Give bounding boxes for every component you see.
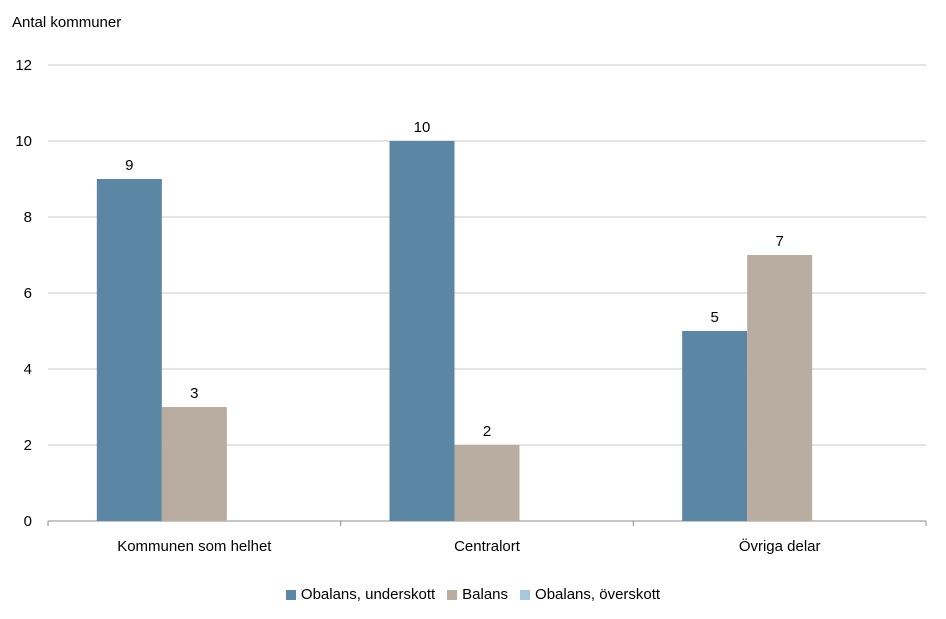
y-tick-label: 6: [24, 285, 32, 302]
legend: Obalans, underskott Balans Obalans, översk…: [0, 586, 946, 603]
y-tick-label: 2: [24, 437, 32, 454]
y-tick-label: 4: [24, 361, 32, 378]
category-label: Centralort: [454, 538, 521, 555]
legend-item: Obalans, underskott: [285, 586, 436, 603]
y-axis-title: Antal kommuner: [12, 14, 122, 31]
legend-label: Obalans, underskott: [300, 586, 436, 603]
bar: [389, 141, 455, 521]
bar: [682, 331, 748, 521]
legend-label: Obalans, överskott: [535, 586, 661, 603]
bar-chart: 0 2 4 6 8 10 12 9 3 Kommunen som helhet 10 2 Central…: [15, 57, 927, 555]
bar: [161, 407, 227, 521]
data-label: 7: [775, 233, 783, 250]
y-tick-label: 8: [24, 209, 32, 226]
y-tick-label: 12: [15, 57, 32, 74]
y-tick-label: 10: [15, 133, 32, 150]
data-label: 2: [483, 423, 491, 440]
legend-swatch: [447, 589, 458, 600]
data-label: 5: [710, 309, 718, 326]
legend-swatch: [520, 589, 531, 600]
bar: [454, 445, 520, 521]
data-label: 3: [190, 385, 198, 402]
bar: [96, 179, 162, 521]
category-label: Övriga delar: [739, 537, 821, 555]
data-label: 10: [414, 119, 431, 136]
data-label: 9: [125, 157, 133, 174]
legend-swatch: [285, 589, 296, 600]
legend-item: Obalans, överskott: [520, 586, 660, 603]
legend-label: Balans: [462, 586, 509, 603]
category-label: Kommunen som helhet: [117, 538, 272, 555]
legend-item: Balans: [447, 586, 508, 603]
bar: [747, 255, 813, 521]
y-tick-label: 0: [24, 513, 32, 530]
